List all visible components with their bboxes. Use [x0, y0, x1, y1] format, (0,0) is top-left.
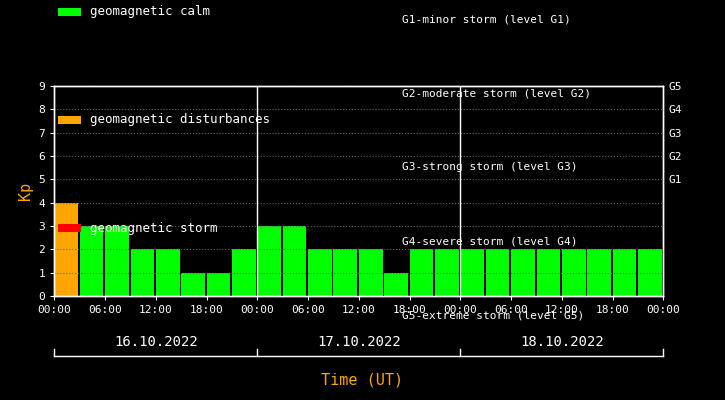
Bar: [308, 249, 332, 296]
Bar: [384, 273, 408, 296]
Bar: [460, 249, 484, 296]
Text: geomagnetic storm: geomagnetic storm: [90, 222, 218, 234]
Bar: [80, 226, 104, 296]
Text: G4-severe storm (level G4): G4-severe storm (level G4): [402, 236, 578, 246]
Bar: [486, 249, 510, 296]
Text: Time (UT): Time (UT): [321, 372, 404, 388]
Bar: [359, 249, 383, 296]
Bar: [562, 249, 586, 296]
Bar: [257, 226, 281, 296]
Text: geomagnetic disturbances: geomagnetic disturbances: [90, 114, 270, 126]
Text: G3-strong storm (level G3): G3-strong storm (level G3): [402, 162, 578, 172]
Bar: [156, 249, 180, 296]
Bar: [511, 249, 535, 296]
Bar: [130, 249, 154, 296]
Bar: [410, 249, 434, 296]
Y-axis label: Kp: Kp: [18, 182, 33, 200]
Text: G2-moderate storm (level G2): G2-moderate storm (level G2): [402, 88, 592, 98]
Bar: [181, 273, 205, 296]
Text: 16.10.2022: 16.10.2022: [114, 335, 198, 349]
Text: 18.10.2022: 18.10.2022: [520, 335, 604, 349]
Bar: [613, 249, 637, 296]
Bar: [536, 249, 560, 296]
Bar: [207, 273, 231, 296]
Bar: [232, 249, 256, 296]
Bar: [334, 249, 357, 296]
Text: G1-minor storm (level G1): G1-minor storm (level G1): [402, 14, 571, 24]
Bar: [54, 203, 78, 296]
Bar: [283, 226, 307, 296]
Bar: [638, 249, 662, 296]
Text: geomagnetic calm: geomagnetic calm: [90, 6, 210, 18]
Bar: [587, 249, 611, 296]
Text: 17.10.2022: 17.10.2022: [317, 335, 401, 349]
Text: G5-extreme storm (level G5): G5-extreme storm (level G5): [402, 310, 584, 320]
Bar: [435, 249, 459, 296]
Bar: [105, 226, 129, 296]
